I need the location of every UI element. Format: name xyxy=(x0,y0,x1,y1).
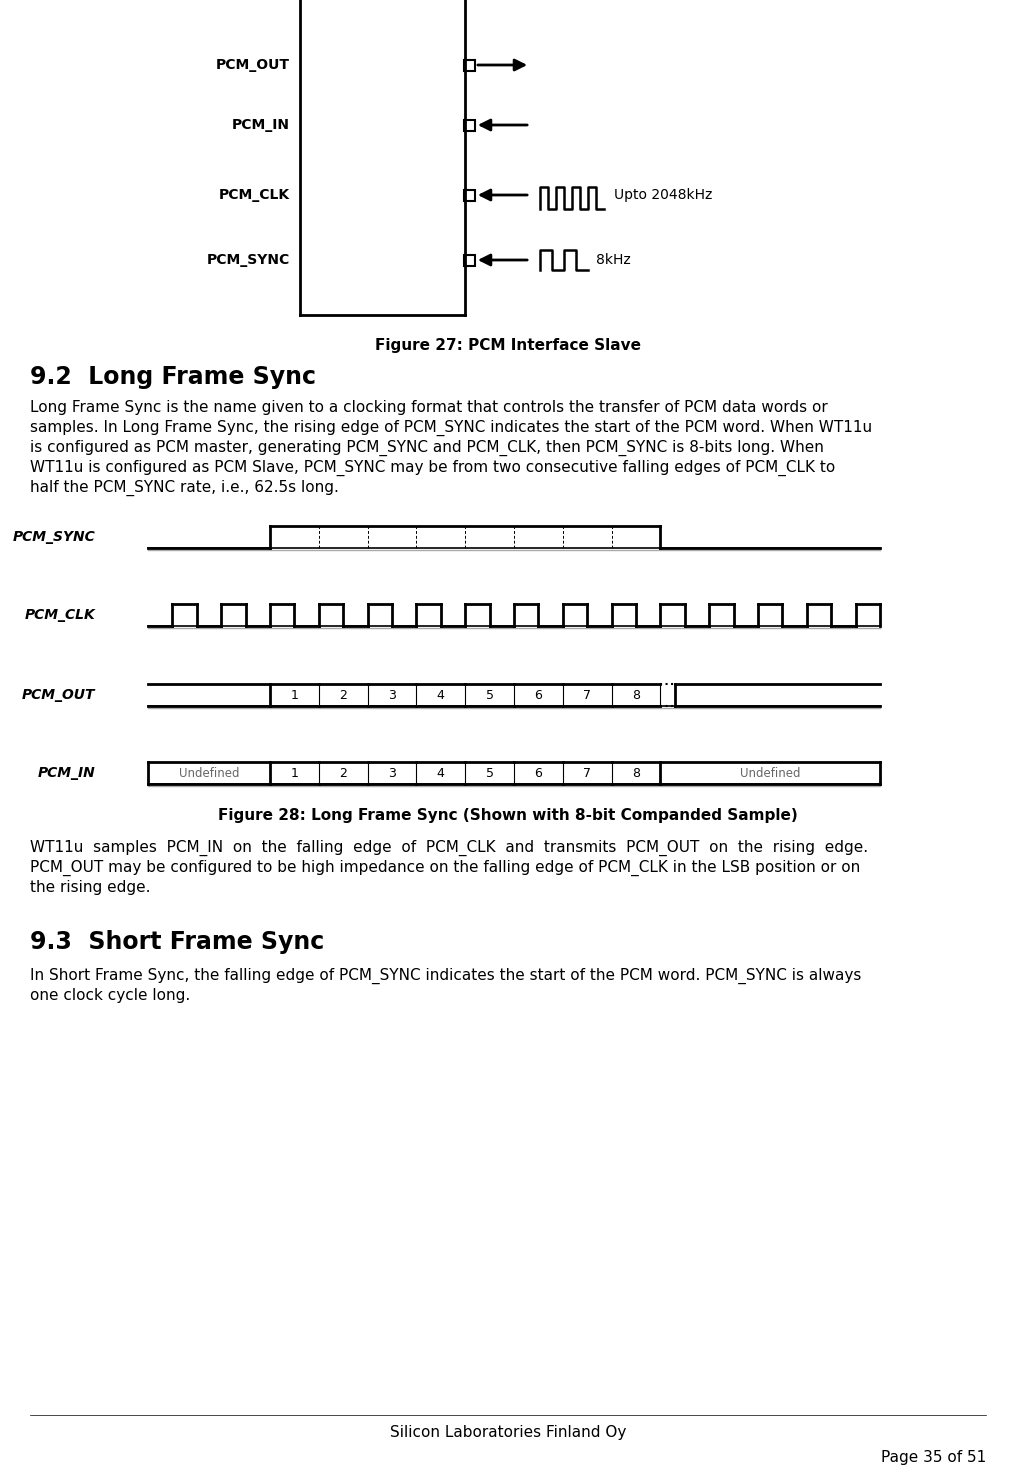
Text: PCM_OUT may be configured to be high impedance on the falling edge of PCM_CLK in: PCM_OUT may be configured to be high imp… xyxy=(30,861,861,877)
Text: 5: 5 xyxy=(486,766,494,780)
Text: one clock cycle long.: one clock cycle long. xyxy=(30,989,190,1003)
Bar xyxy=(464,190,475,200)
Text: 9.2  Long Frame Sync: 9.2 Long Frame Sync xyxy=(30,365,316,388)
Text: 2: 2 xyxy=(339,688,347,702)
Text: 1: 1 xyxy=(291,766,299,780)
Text: 6: 6 xyxy=(534,766,543,780)
Text: 8: 8 xyxy=(632,766,640,780)
Text: 6: 6 xyxy=(534,688,543,702)
Text: 3: 3 xyxy=(388,688,396,702)
Text: 4: 4 xyxy=(437,688,445,702)
Text: Upto 2048kHz: Upto 2048kHz xyxy=(614,188,712,202)
Text: Figure 27: PCM Interface Slave: Figure 27: PCM Interface Slave xyxy=(375,338,641,353)
Text: PCM_CLK: PCM_CLK xyxy=(24,608,96,622)
Text: 8: 8 xyxy=(632,688,640,702)
Text: 4: 4 xyxy=(437,766,445,780)
Text: the rising edge.: the rising edge. xyxy=(30,880,150,894)
Text: 1: 1 xyxy=(291,688,299,702)
Text: In Short Frame Sync, the falling edge of PCM_SYNC indicates the start of the PCM: In Short Frame Sync, the falling edge of… xyxy=(30,968,862,984)
Text: 8kHz: 8kHz xyxy=(596,253,631,268)
Text: Page 35 of 51: Page 35 of 51 xyxy=(881,1450,986,1465)
Text: PCM_SYNC: PCM_SYNC xyxy=(206,253,290,268)
Bar xyxy=(464,59,475,71)
Text: samples. In Long Frame Sync, the rising edge of PCM_SYNC indicates the start of : samples. In Long Frame Sync, the rising … xyxy=(30,421,872,437)
Text: 7: 7 xyxy=(583,766,591,780)
Text: Figure 28: Long Frame Sync (Shown with 8-bit Companded Sample): Figure 28: Long Frame Sync (Shown with 8… xyxy=(218,808,798,822)
Bar xyxy=(464,254,475,265)
Text: PCM_OUT: PCM_OUT xyxy=(216,57,290,72)
Text: 3: 3 xyxy=(388,766,396,780)
Text: PCM_OUT: PCM_OUT xyxy=(21,688,96,702)
Text: 9.3  Short Frame Sync: 9.3 Short Frame Sync xyxy=(30,930,324,955)
Text: is configured as PCM master, generating PCM_SYNC and PCM_CLK, then PCM_SYNC is 8: is configured as PCM master, generating … xyxy=(30,440,824,456)
Text: 2: 2 xyxy=(339,766,347,780)
Bar xyxy=(464,119,475,131)
Text: Long Frame Sync is the name given to a clocking format that controls the transfe: Long Frame Sync is the name given to a c… xyxy=(30,400,828,415)
Text: WT11u is configured as PCM Slave, PCM_SYNC may be from two consecutive falling e: WT11u is configured as PCM Slave, PCM_SY… xyxy=(30,460,835,477)
Text: PCM_IN: PCM_IN xyxy=(38,766,96,780)
Text: PCM_CLK: PCM_CLK xyxy=(218,188,290,202)
Text: Silicon Laboratories Finland Oy: Silicon Laboratories Finland Oy xyxy=(390,1425,626,1440)
Text: 5: 5 xyxy=(486,688,494,702)
Text: WT11u  samples  PCM_IN  on  the  falling  edge  of  PCM_CLK  and  transmits  PCM: WT11u samples PCM_IN on the falling edge… xyxy=(30,840,868,856)
Text: half the PCM_SYNC rate, i.e., 62.5s long.: half the PCM_SYNC rate, i.e., 62.5s long… xyxy=(30,480,339,496)
Text: Undefined: Undefined xyxy=(740,766,801,780)
Text: PCM_IN: PCM_IN xyxy=(232,118,290,132)
Text: Undefined: Undefined xyxy=(179,766,239,780)
Text: PCM_SYNC: PCM_SYNC xyxy=(12,530,96,544)
Text: 7: 7 xyxy=(583,688,591,702)
